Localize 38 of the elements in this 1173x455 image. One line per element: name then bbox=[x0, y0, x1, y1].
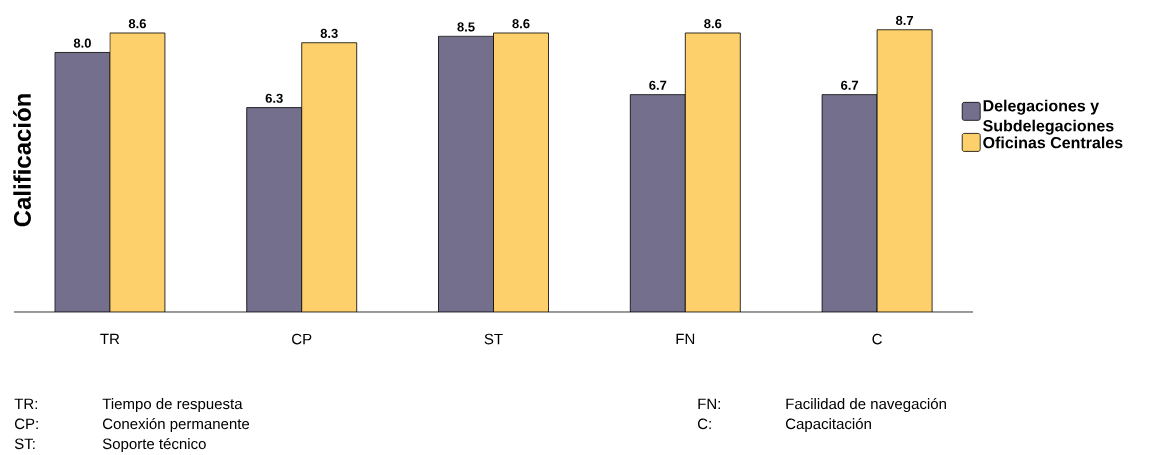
bar bbox=[821, 94, 878, 312]
bar bbox=[630, 94, 686, 312]
bar bbox=[301, 42, 357, 312]
x-tick-label: ST bbox=[484, 333, 503, 345]
data-label: 8.3 bbox=[320, 28, 338, 38]
text: Facilidad de navegación bbox=[786, 397, 946, 413]
data-label: 6.7 bbox=[649, 80, 667, 90]
x-tick-label: CP bbox=[292, 333, 312, 345]
text: Soporte técnico bbox=[102, 437, 206, 453]
bar bbox=[54, 52, 110, 312]
bar bbox=[876, 29, 933, 312]
data-label: 8.0 bbox=[73, 38, 91, 48]
text: Capacitación bbox=[785, 417, 871, 433]
x-tick-label: TR bbox=[100, 333, 120, 345]
bar bbox=[246, 107, 302, 312]
bar bbox=[438, 36, 494, 312]
data-label: 8.6 bbox=[128, 19, 146, 29]
text: C: bbox=[697, 418, 711, 430]
x-tick-label: C bbox=[872, 333, 882, 345]
text: FN: bbox=[698, 398, 720, 409]
data-label: 8.5 bbox=[457, 22, 475, 32]
text: ST: bbox=[14, 438, 35, 450]
data-label: 6.3 bbox=[265, 93, 283, 103]
text: TR: bbox=[14, 398, 37, 409]
bar bbox=[493, 32, 549, 312]
bar bbox=[109, 32, 165, 312]
data-label: 6.7 bbox=[841, 80, 859, 90]
data-label: 8.7 bbox=[895, 15, 914, 26]
bar bbox=[685, 32, 741, 312]
legend-label: Delegaciones y Subdelegaciones bbox=[983, 99, 1114, 135]
data-label: 8.6 bbox=[704, 19, 722, 29]
x-tick-label: FN bbox=[676, 333, 695, 345]
text: Tiempo de respuesta bbox=[102, 398, 243, 413]
legend-label: Oficinas Centrales bbox=[983, 136, 1123, 149]
y-axis-title: Calificación bbox=[13, 94, 31, 227]
text: Conexión permanente bbox=[102, 417, 250, 433]
text: CP: bbox=[14, 418, 38, 430]
data-label: 8.6 bbox=[512, 19, 530, 29]
